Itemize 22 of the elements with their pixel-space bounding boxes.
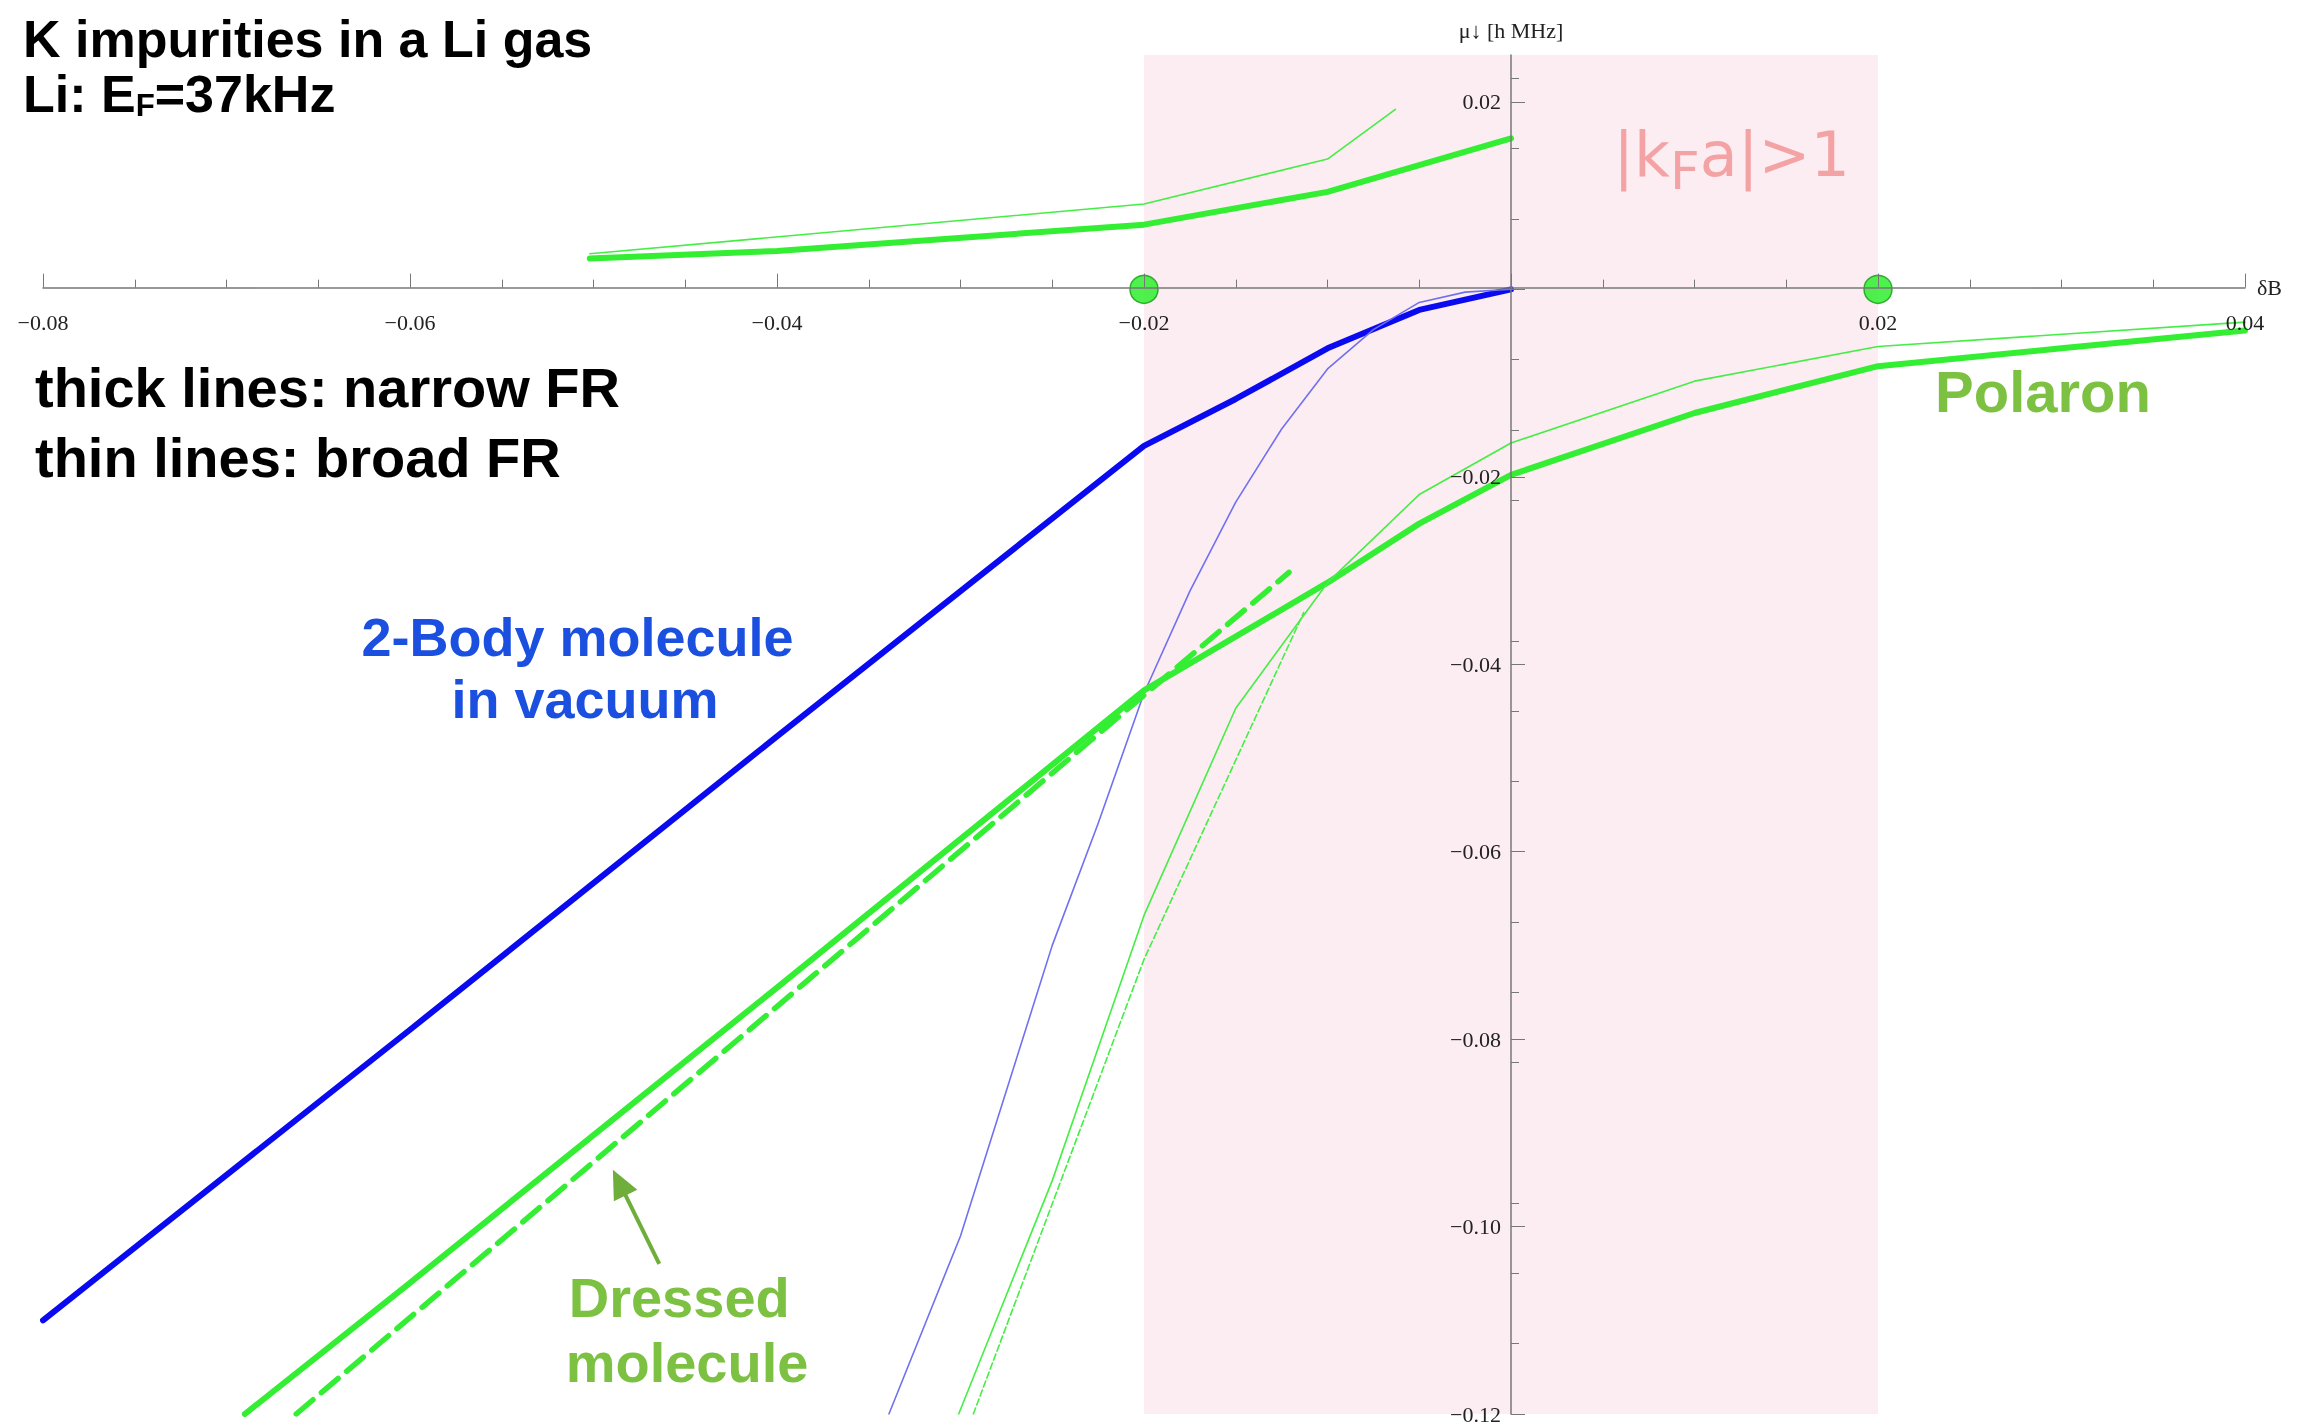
y-axis-title: μ↓ [h MHz] (1458, 17, 1564, 43)
x-tick-label: 0.04 (2225, 310, 2265, 336)
y-tick-label: −0.10 (1450, 1214, 1501, 1240)
annotation: Polaron (1935, 358, 2151, 424)
y-tick-label: −0.06 (1450, 839, 1501, 865)
y-tick-label: −0.04 (1450, 651, 1501, 677)
y-tick-label: −0.08 (1450, 1026, 1501, 1052)
x-tick-label: 0.02 (1858, 310, 1898, 336)
x-tick-label: −0.02 (1118, 310, 1170, 336)
annotation: thin lines: broad FR (35, 425, 561, 489)
band-label: |k$_{F}$a|>1 (1613, 118, 1850, 202)
x-tick-label: −0.04 (751, 310, 803, 336)
line-series (589, 108, 1397, 255)
x-tick-label: −0.08 (17, 310, 69, 336)
y-tick-label: −0.12 (1450, 1401, 1501, 1425)
chart-title: K impurities in a Li gas (23, 10, 593, 68)
annotation: thick lines: narrow FR (35, 355, 620, 419)
annotation: Dressed molecule (565, 1266, 809, 1394)
x-tick-label: −0.06 (384, 310, 436, 336)
x-axis-title: δB (2257, 275, 2283, 301)
y-tick-label: 0.02 (1462, 89, 1501, 115)
annotation: 2-Body molecule in vacuum (361, 606, 809, 730)
